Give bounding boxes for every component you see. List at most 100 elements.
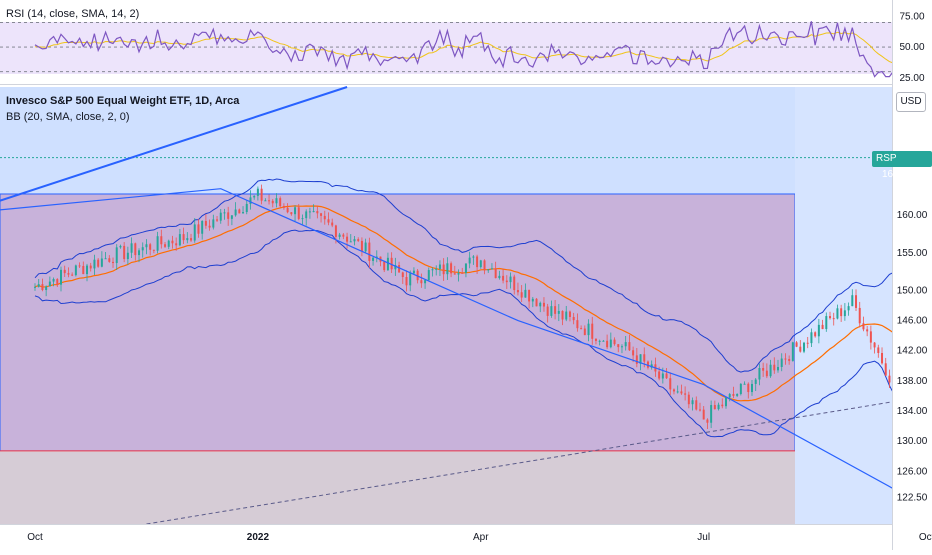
candle-body <box>409 273 412 286</box>
candle-body <box>275 198 278 204</box>
candle-body <box>606 340 609 348</box>
candle-body <box>353 239 356 242</box>
candle-body <box>687 394 690 405</box>
candle-body <box>74 265 77 276</box>
last-price-tag: RSP 167.63 <box>872 151 932 180</box>
candle-body <box>505 280 508 283</box>
candle-body <box>37 284 40 287</box>
candle-body <box>843 310 846 317</box>
candle-body <box>230 215 233 219</box>
candle-body <box>762 368 765 371</box>
candle-body <box>338 234 341 237</box>
candle-body <box>316 211 319 214</box>
candle-body <box>632 350 635 356</box>
candle-body <box>223 212 226 214</box>
candle-body <box>639 354 642 364</box>
candle-body <box>104 258 107 260</box>
candle-body <box>494 268 497 279</box>
candle-body <box>542 302 545 307</box>
candle-body <box>420 280 423 284</box>
price-tick-label: 160.00 <box>897 210 928 221</box>
rsi-tick-label: 50.00 <box>899 42 924 53</box>
candle-body <box>193 224 196 241</box>
candle-body <box>245 203 248 213</box>
candle-body <box>282 206 285 208</box>
candle-body <box>149 244 152 250</box>
time-axis[interactable] <box>0 524 892 550</box>
candle-body <box>152 249 155 251</box>
candle-body <box>832 318 835 320</box>
candle-body <box>784 358 787 360</box>
candle-body <box>464 263 467 273</box>
candle-body <box>360 240 363 252</box>
candle-body <box>216 219 219 221</box>
candle-body <box>119 245 122 248</box>
bb-lower <box>34 229 932 483</box>
candle-body <box>706 419 709 423</box>
candle-body <box>186 238 189 241</box>
candle-body <box>312 211 315 213</box>
rsi-line <box>34 21 932 78</box>
rsi-tick-label: 75.00 <box>899 11 924 22</box>
candle-body <box>602 340 605 342</box>
time-tick-label: 2022 <box>247 532 270 543</box>
candle-body <box>34 286 36 288</box>
candle-body <box>390 257 393 270</box>
candle-body <box>190 238 193 241</box>
price-axis[interactable] <box>892 0 932 550</box>
candle-body <box>197 224 200 234</box>
rsi-title[interactable]: RSI (14, close, SMA, 14, 2) <box>6 8 140 20</box>
candle-body <box>583 328 586 336</box>
candle-body <box>130 243 133 253</box>
candle-body <box>286 207 289 213</box>
candle-body <box>862 323 865 330</box>
currency-button[interactable]: USD <box>896 92 926 112</box>
candle-body <box>531 298 534 302</box>
candle-body <box>855 295 858 308</box>
candle-body <box>427 270 430 281</box>
range-box <box>0 193 796 452</box>
candle-body <box>67 273 70 275</box>
candle-body <box>847 306 850 311</box>
candle-body <box>327 219 330 223</box>
candle-body <box>178 234 181 246</box>
candle-body <box>86 265 89 275</box>
candle-body <box>821 324 824 330</box>
candle-body <box>743 383 746 385</box>
candle-body <box>52 279 55 282</box>
price-tick-label: 155.00 <box>897 248 928 259</box>
candle-body <box>825 316 828 330</box>
candle-body <box>747 383 750 393</box>
bb-title[interactable]: BB (20, SMA, close, 2, 0) <box>6 111 130 123</box>
candle-body <box>691 400 694 405</box>
candle-body <box>227 212 230 219</box>
candle-body <box>368 242 371 261</box>
rsi-band <box>0 22 892 74</box>
candle-body <box>777 366 779 371</box>
symbol-title[interactable]: Invesco S&P 500 Equal Weight ETF, 1D, Ar… <box>6 95 240 107</box>
candle-body <box>528 289 531 302</box>
candle-body <box>524 289 527 298</box>
time-tick-label: Oct <box>27 532 43 543</box>
candle-body <box>873 342 876 348</box>
candle-body <box>624 342 627 347</box>
candle-body <box>869 331 872 343</box>
candle-body <box>520 292 523 298</box>
candle-body <box>138 250 141 256</box>
candle-body <box>271 200 274 204</box>
candle-body <box>858 307 861 324</box>
candle-body <box>717 404 720 410</box>
candle-body <box>758 368 761 380</box>
candle-body <box>572 316 575 321</box>
candle-body <box>628 342 631 351</box>
candle-body <box>550 306 553 316</box>
candle-body <box>334 225 337 237</box>
candle-body <box>646 361 649 368</box>
candle-body <box>97 259 100 267</box>
candle-body <box>364 242 367 252</box>
candle-body <box>695 400 698 410</box>
candle-body <box>383 261 386 271</box>
candle-body <box>164 244 167 247</box>
candle-body <box>516 290 519 293</box>
